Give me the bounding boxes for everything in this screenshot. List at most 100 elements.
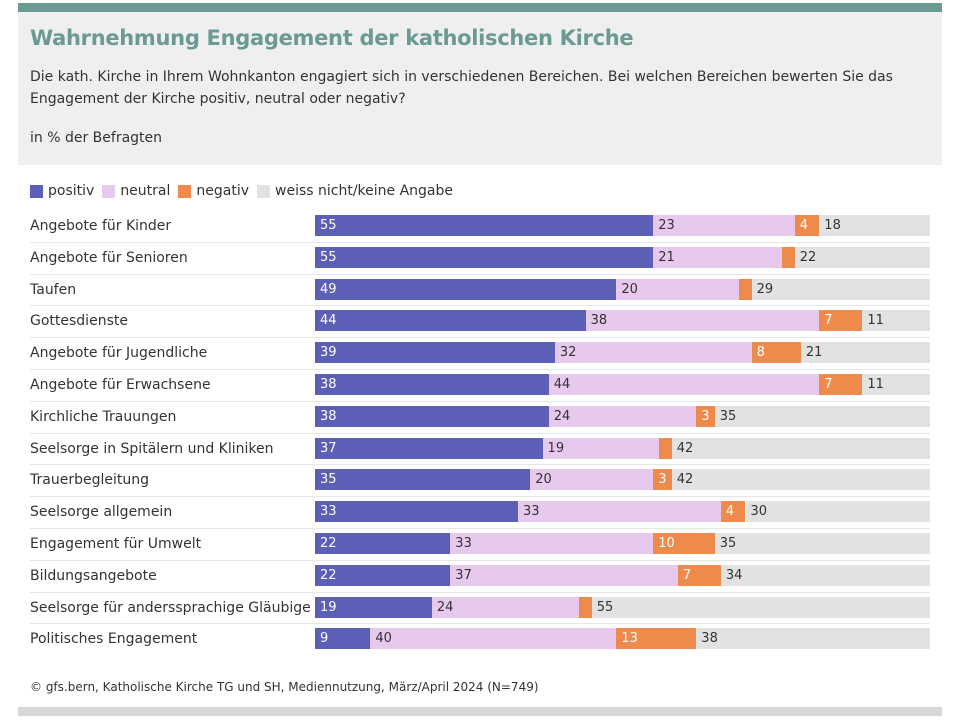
bar-neutral: 23	[653, 215, 795, 236]
source-note: © gfs.bern, Katholische Kirche TG und SH…	[30, 680, 539, 694]
bar-weiss: 38	[696, 628, 930, 650]
bar-weiss: 34	[720, 564, 930, 586]
row-divider	[30, 400, 930, 402]
bar-negativ: 7	[677, 564, 721, 586]
bar-neutral: 24	[431, 596, 580, 618]
category-label: Politisches Engagement	[30, 631, 198, 648]
top-accent-bar	[18, 3, 942, 12]
bar-weiss: 42	[671, 469, 930, 491]
category-label: Seelsorge allgemein	[30, 504, 173, 521]
row-divider	[30, 623, 930, 625]
bar-weiss: 30	[745, 501, 930, 523]
bar-neutral: 33	[450, 533, 654, 554]
category-label: Gottesdienste	[30, 313, 128, 330]
row-divider	[30, 337, 930, 339]
legend-item: weiss nicht/keine Angabe	[257, 183, 453, 199]
bar-negativ: 8	[751, 342, 801, 364]
legend-label: neutral	[120, 183, 171, 199]
bar-positiv: 33	[315, 501, 518, 523]
bar-negativ: 7	[819, 310, 863, 332]
category-label: Trauerbegleitung	[30, 472, 149, 489]
bar-weiss: 22	[794, 246, 930, 268]
legend-label: weiss nicht/keine Angabe	[275, 183, 454, 199]
bar-weiss: 11	[862, 310, 930, 332]
chart-subtitle: Die kath. Kirche in Ihrem Wohnkanton eng…	[30, 69, 893, 107]
row-divider	[30, 432, 930, 434]
legend-label: positiv	[48, 183, 95, 199]
bar-neutral: 20	[530, 469, 654, 491]
bar-negativ: 4	[720, 501, 746, 523]
row-divider	[30, 305, 930, 307]
bar-neutral: 24	[548, 405, 697, 427]
category-label: Kirchliche Trauungen	[30, 408, 177, 425]
bar-weiss: 42	[671, 437, 930, 459]
bar-negativ	[659, 437, 672, 459]
chart-unit: in % der Befragten	[30, 130, 163, 146]
bar-negativ: 13	[616, 628, 697, 650]
legend-swatch	[257, 184, 271, 198]
bar-negativ: 10	[653, 533, 715, 554]
legend-swatch	[30, 184, 43, 198]
legend-label: negativ	[196, 183, 250, 199]
legend-swatch	[178, 184, 192, 198]
category-label: Seelsorge für anderssprachige Gläubige	[30, 599, 311, 616]
bar-neutral: 37	[450, 564, 678, 586]
bar-neutral: 20	[616, 278, 740, 300]
category-label: Angebote für Jugendliche	[30, 345, 208, 362]
legend-item: positiv	[30, 183, 94, 199]
row-divider	[30, 496, 930, 498]
bar-negativ	[579, 596, 592, 618]
category-label: Taufen	[30, 281, 77, 298]
bar-negativ: 7	[819, 374, 863, 395]
bar-positiv: 35	[315, 469, 531, 491]
bar-neutral: 38	[585, 310, 820, 332]
bar-weiss: 55	[591, 596, 930, 618]
bar-neutral: 44	[548, 374, 820, 395]
row-divider	[30, 241, 930, 243]
bar-positiv: 49	[315, 278, 617, 300]
row-divider	[30, 559, 930, 561]
bar-neutral: 21	[653, 246, 783, 268]
bar-positiv: 22	[315, 564, 451, 586]
bar-negativ: 4	[794, 215, 820, 236]
bar-weiss: 35	[714, 405, 930, 427]
legend: positiv neutral negativ weiss nicht/keine A…	[30, 183, 453, 199]
chart-header: Wahrnehmung Engagement der katholischen …	[18, 12, 942, 165]
bar-neutral: 33	[517, 501, 721, 523]
row-divider	[30, 528, 930, 529]
category-label: Bildungsangebote	[30, 567, 157, 584]
bar-positiv: 38	[315, 405, 549, 427]
bar-neutral: 32	[554, 342, 752, 364]
bar-weiss: 21	[800, 342, 930, 364]
bottom-bar	[18, 707, 942, 716]
bar-negativ: 3	[696, 405, 715, 427]
category-label: Angebote für Erwachsene	[30, 377, 211, 393]
bar-negativ: 3	[653, 469, 672, 491]
row-divider	[30, 369, 930, 370]
category-label: Seelsorge in Spitälern und Kliniken	[30, 440, 274, 457]
bar-neutral: 40	[370, 628, 617, 650]
legend-item: negativ	[178, 183, 249, 199]
bar-weiss: 11	[862, 374, 930, 395]
category-label: Engagement für Umwelt	[30, 536, 202, 552]
bar-positiv: 38	[315, 374, 549, 395]
chart-title: Wahrnehmung Engagement der katholischen …	[30, 26, 634, 50]
row-divider	[30, 464, 930, 466]
bar-weiss: 18	[819, 215, 930, 236]
bar-positiv: 19	[315, 596, 432, 618]
bar-positiv: 44	[315, 310, 586, 332]
category-label: Angebote für Kinder	[30, 218, 172, 234]
bar-weiss: 35	[714, 533, 930, 554]
bar-negativ	[739, 278, 752, 300]
bar-weiss: 29	[751, 278, 930, 300]
bar-positiv: 39	[315, 342, 555, 364]
bar-positiv: 37	[315, 437, 543, 459]
bar-neutral: 19	[542, 437, 660, 459]
bar-positiv: 22	[315, 533, 451, 554]
category-label: Angebote für Senioren	[30, 249, 188, 266]
row-divider	[30, 273, 930, 275]
bar-positiv: 9	[315, 628, 371, 650]
legend-swatch	[102, 184, 116, 198]
bar-negativ	[782, 246, 795, 268]
bar-positiv: 55	[315, 215, 654, 236]
